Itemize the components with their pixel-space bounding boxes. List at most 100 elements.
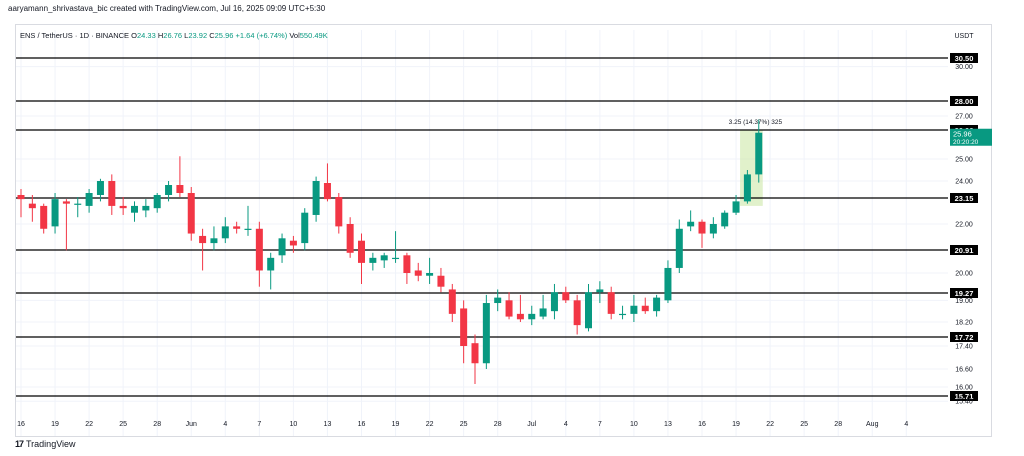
time-tick-label: 4 [223, 421, 227, 428]
time-tick-label: 7 [598, 421, 602, 428]
candle-body [619, 313, 627, 316]
price-tick-label: 27.00 [955, 113, 973, 120]
price-axis: 30.00 27.00 25.00 24.00 22.00 20.00 19.00 18.20… [950, 33, 992, 406]
candle-body [687, 221, 695, 227]
candle-body [267, 257, 275, 271]
candle-body [437, 275, 445, 287]
time-tick-label: Jul [527, 421, 536, 428]
candle-body [426, 273, 434, 276]
candle-body [221, 226, 229, 239]
time-tick-label: 13 [664, 421, 672, 428]
candle-body [528, 313, 536, 320]
level-price-label: 28.00 [955, 97, 974, 106]
time-tick-label: 19 [732, 421, 740, 428]
measure-label: 3.25 (14.37%) 325 [729, 119, 783, 126]
candle-body [40, 205, 48, 229]
candle-body [743, 174, 751, 202]
level-price-tag [950, 391, 978, 401]
candle-body [460, 308, 468, 346]
tradingview-logo-text: TradingView [26, 439, 76, 449]
low-value: 23.92 [188, 31, 208, 40]
change-value: +1.64 (+6.74%) [235, 31, 288, 40]
candle-body [448, 289, 456, 314]
time-tick-label: 4 [564, 421, 568, 428]
chart-frame[interactable] [15, 24, 992, 437]
candle-body [131, 205, 138, 213]
level-price-tag [950, 245, 978, 255]
price-tick-label: 16.60 [955, 367, 973, 374]
price-tick-label: 22.00 [955, 222, 973, 229]
candle-body [74, 203, 82, 205]
time-tick-label: Jun [186, 421, 197, 428]
candle-body [641, 305, 649, 312]
candle-body [289, 240, 297, 246]
candle-body [278, 238, 286, 256]
candle-body [346, 224, 354, 253]
candle-body [698, 221, 706, 234]
currency-label: USDT [954, 33, 974, 40]
symbol-info-line: ENS / TetherUS · 1D · BINANCE O24.33 H26… [20, 31, 328, 40]
candle-body [85, 193, 93, 206]
level-price-tag [950, 53, 978, 63]
current-price-label: 25.96 [953, 130, 972, 139]
time-tick-label: 28 [494, 421, 502, 428]
time-tick-label: 10 [630, 421, 638, 428]
candle-body [335, 197, 343, 227]
level-price-tag [950, 96, 978, 106]
candle-body [233, 226, 241, 229]
time-tick-label: 22 [766, 421, 774, 428]
level-price-tag [950, 193, 978, 203]
candle-body [199, 235, 207, 244]
tradingview-logo[interactable]: 17 TradingView [15, 439, 76, 449]
close-label: C [209, 31, 215, 40]
level-price-label: 30.50 [955, 54, 974, 63]
candle-body [721, 212, 729, 227]
tradingview-logo-icon: 17 [15, 439, 24, 449]
candle-body [585, 292, 592, 329]
time-tick-label: 19 [51, 421, 59, 428]
price-tick-label: 19.00 [955, 298, 973, 305]
candle-body [62, 201, 70, 204]
time-tick-label: 22 [85, 421, 93, 428]
candle-body [505, 300, 513, 317]
candle-body [119, 205, 127, 209]
time-tick-label: 16 [358, 421, 366, 428]
price-tick-label: 18.20 [955, 320, 973, 327]
candle-body [482, 303, 490, 364]
time-tick-label: 28 [153, 421, 161, 428]
candle-body [630, 305, 638, 314]
candle-body [108, 181, 116, 206]
price-tick-label: 24.00 [955, 179, 973, 186]
candles [17, 119, 763, 384]
level-price-label: 17.72 [955, 333, 974, 342]
candle-body [516, 313, 524, 320]
candle-body [323, 183, 331, 200]
candle-body [312, 181, 320, 215]
low-label: L [184, 31, 189, 40]
candle-body [369, 257, 377, 263]
level-price-label: 23.15 [955, 194, 974, 203]
time-tick-label: 25 [800, 421, 808, 428]
candle-body [607, 292, 615, 314]
current-price-countdown: 20:20:20 [953, 139, 979, 146]
candle-body [550, 292, 558, 312]
candle-body [664, 267, 672, 301]
chart-credit: aaryamann_shrivastava_bic created with T… [8, 4, 326, 13]
grid-lines [16, 30, 948, 436]
volume-label: Vol [289, 31, 300, 40]
time-tick-label: Aug [866, 421, 879, 428]
candle-body [17, 195, 25, 200]
level-price-tag [950, 288, 978, 298]
volume-value: 550.49K [299, 31, 328, 40]
candle-body [403, 255, 411, 273]
level-price-tag [950, 332, 978, 342]
current-price-tag [950, 128, 992, 146]
high-value: 26.76 [163, 31, 183, 40]
symbol-name: ENS / TetherUS · 1D · BINANCE [20, 31, 130, 40]
candle-body [142, 205, 150, 211]
level-price-label: 19.27 [955, 289, 974, 298]
candle-body [153, 195, 161, 209]
open-label: O [131, 31, 137, 40]
